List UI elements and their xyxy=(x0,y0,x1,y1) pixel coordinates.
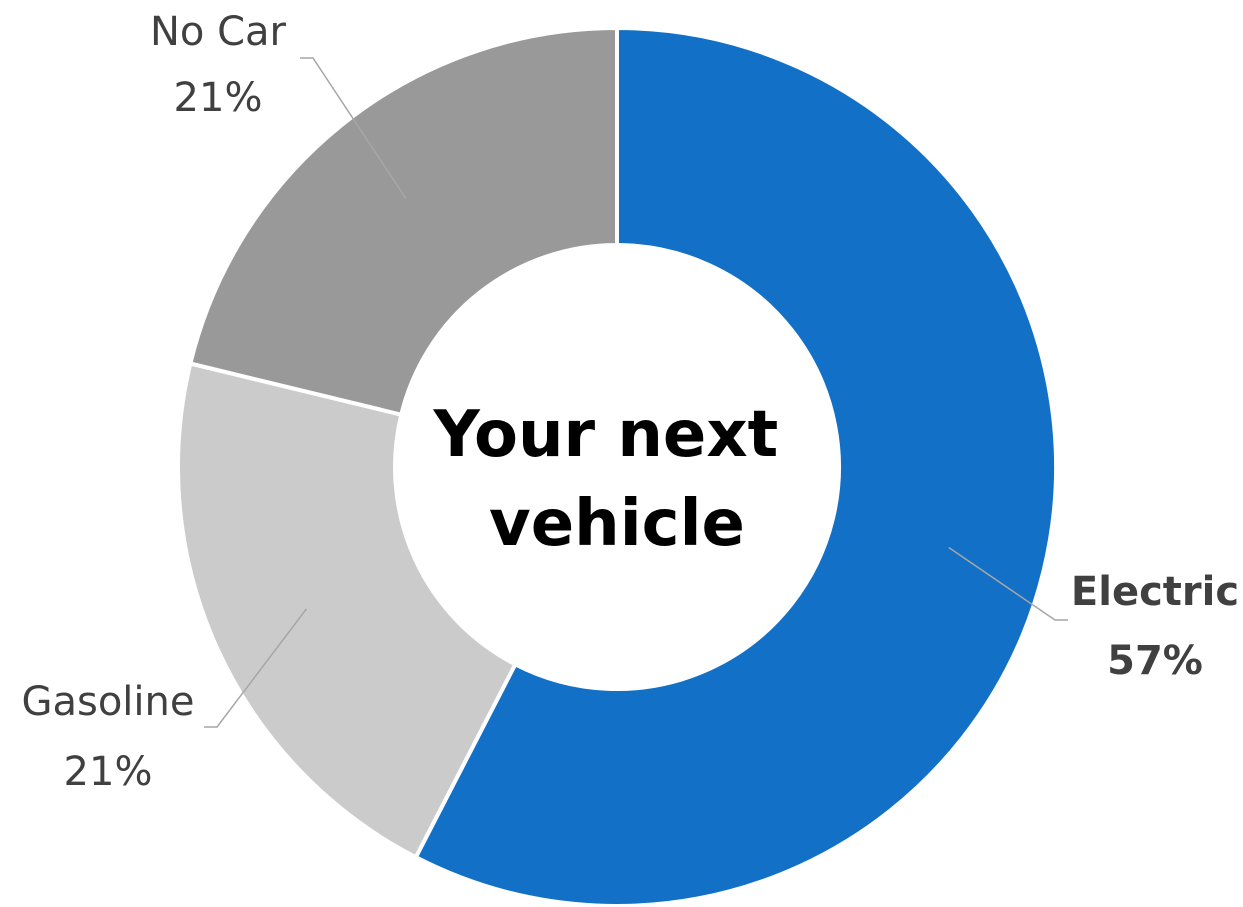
chart-title: Your next vehicle xyxy=(433,398,801,561)
chart-title-line-1: Your next xyxy=(433,398,779,472)
donut-slice-electric xyxy=(413,26,1058,907)
slice-percent-no-car: 21% xyxy=(174,75,263,121)
chart-title-line-2: vehicle xyxy=(489,487,745,561)
donut-slice-gasoline xyxy=(176,361,518,860)
leader-line-gasoline xyxy=(204,608,308,728)
slices-layer xyxy=(176,26,1058,907)
slice-percent-gasoline: 21% xyxy=(64,749,153,795)
slice-label-no-car: No Car xyxy=(150,9,287,55)
leader-line-electric xyxy=(948,546,1068,621)
slice-labels-layer: Electric 57% Gasoline 21% No Car 21% xyxy=(21,9,1239,795)
leader-line-no-car xyxy=(300,57,407,200)
slice-label-electric: Electric xyxy=(1071,569,1239,615)
leader-lines-layer xyxy=(204,57,1068,728)
donut-slice-no-car xyxy=(188,26,619,417)
slice-label-gasoline: Gasoline xyxy=(21,679,194,725)
slice-percent-electric: 57% xyxy=(1107,638,1203,684)
